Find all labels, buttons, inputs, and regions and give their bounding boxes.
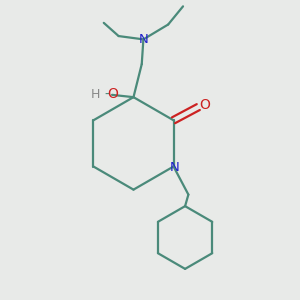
Text: N: N: [139, 33, 148, 46]
Text: H: H: [91, 88, 100, 101]
Text: O: O: [108, 87, 118, 101]
Text: N: N: [169, 161, 179, 174]
Text: O: O: [199, 98, 210, 112]
Text: -: -: [105, 88, 110, 101]
